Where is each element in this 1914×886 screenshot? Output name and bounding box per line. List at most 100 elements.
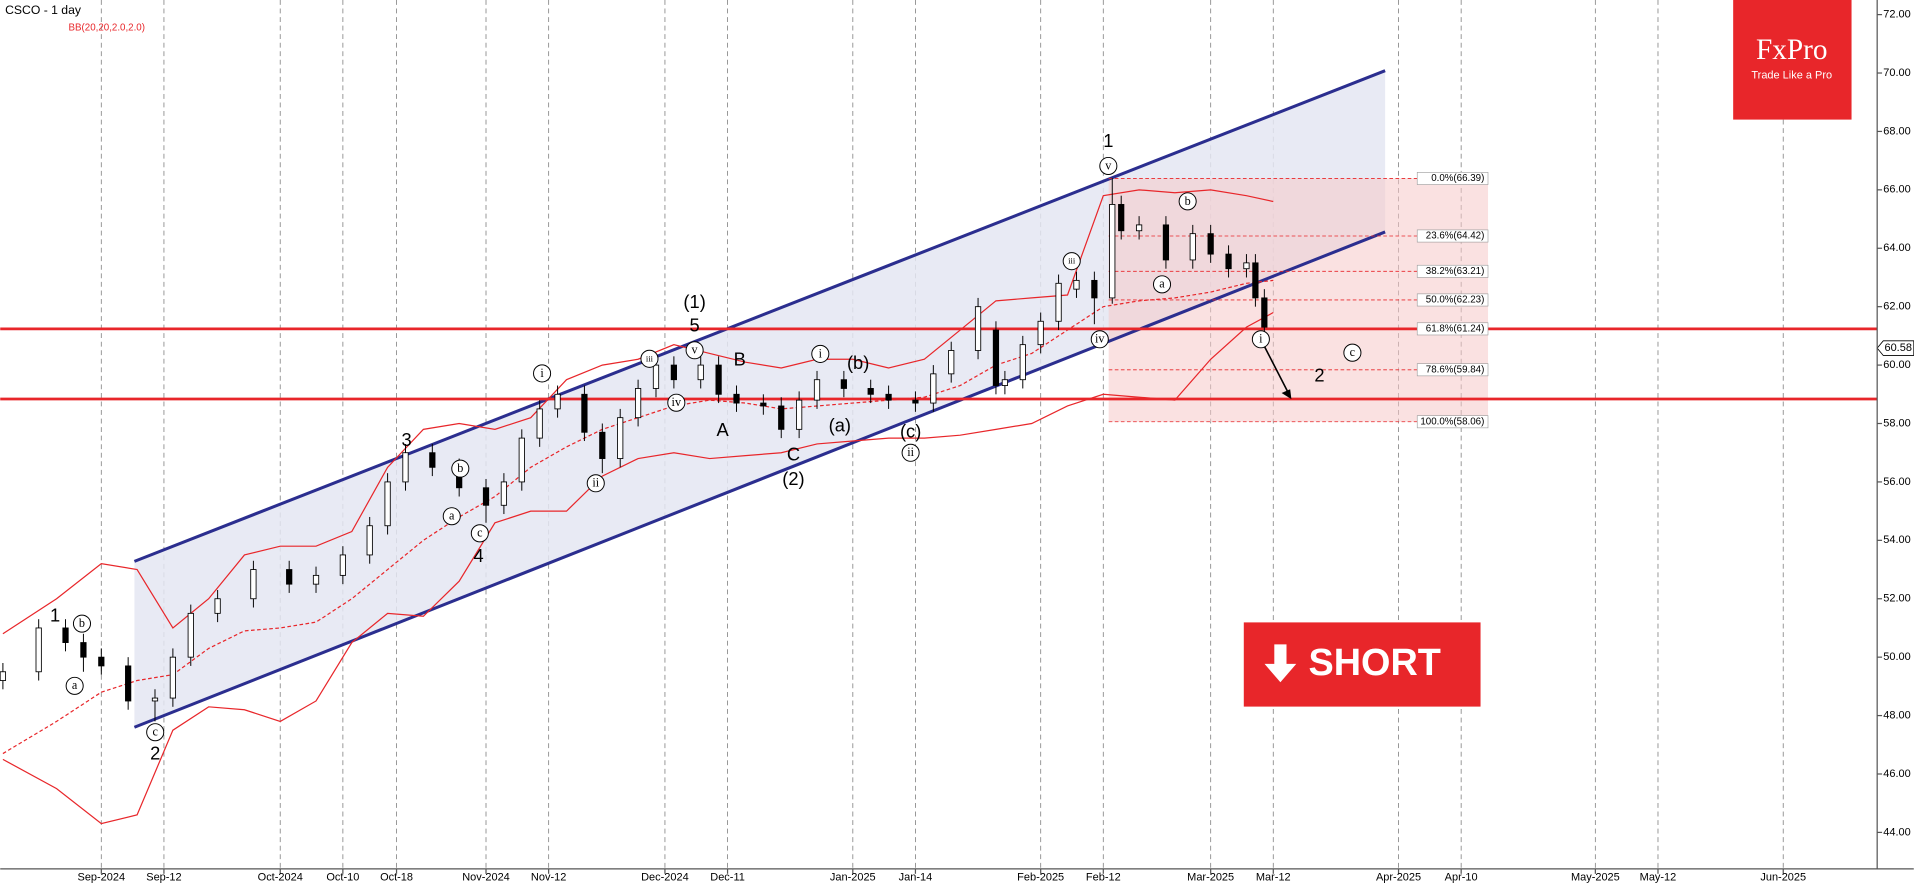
badge-arrow bbox=[1264, 644, 1297, 683]
projection-arrow bbox=[1263, 346, 1292, 400]
y-tick-label: 50.00 bbox=[1883, 651, 1910, 663]
wave-label: ii bbox=[907, 445, 914, 459]
wave-label: (b) bbox=[847, 352, 869, 373]
y-tick-label: 54.00 bbox=[1883, 534, 1910, 546]
candle-body bbox=[760, 402, 767, 407]
chart-title: CSCO - 1 day bbox=[5, 3, 82, 17]
x-tick-label: Oct-2024 bbox=[258, 871, 303, 883]
wave-label-circle bbox=[442, 507, 461, 526]
x-tick-label: Feb-12 bbox=[1086, 871, 1121, 883]
y-tick-label: 60.00 bbox=[1883, 359, 1910, 371]
x-tick-label: Oct-18 bbox=[380, 871, 413, 883]
x-tick-label: Jan-2025 bbox=[830, 871, 876, 883]
y-tick-label: 62.00 bbox=[1883, 301, 1910, 313]
wave-label: c bbox=[477, 526, 483, 540]
fib-label-box bbox=[1416, 322, 1489, 336]
y-tick-label: 52.00 bbox=[1883, 593, 1910, 605]
wave-label: 4 bbox=[474, 545, 484, 566]
wave-label-circle bbox=[685, 341, 704, 360]
candle-body bbox=[1019, 344, 1026, 381]
wave-label-circle bbox=[1099, 156, 1118, 176]
candle-body bbox=[0, 671, 7, 681]
logo-box bbox=[1733, 0, 1852, 120]
fib-label-box bbox=[1416, 363, 1489, 377]
x-tick-label: Nov-12 bbox=[531, 871, 566, 883]
candle-body bbox=[1225, 253, 1232, 270]
wave-label: ii bbox=[592, 476, 599, 490]
candle-body bbox=[1162, 224, 1170, 261]
candle-body bbox=[62, 627, 69, 643]
wave-label-circle bbox=[1178, 192, 1197, 211]
logo-name: FxPro bbox=[1756, 34, 1828, 66]
wave-label: i bbox=[819, 346, 823, 360]
bollinger-upper bbox=[2, 189, 1274, 635]
candle-body bbox=[35, 627, 42, 673]
candle-body bbox=[384, 481, 391, 527]
candle-body bbox=[867, 388, 874, 395]
wave-label: i bbox=[540, 366, 544, 380]
wave-label: (2) bbox=[782, 468, 804, 489]
fib-label: 61.8%(61.24) bbox=[1426, 323, 1485, 334]
x-tick-label: Feb-2025 bbox=[1017, 871, 1064, 883]
logo-tagline: Trade Like a Pro bbox=[1751, 70, 1832, 82]
candle-body bbox=[992, 329, 1000, 386]
wave-label-circle bbox=[65, 676, 84, 695]
candle-body bbox=[733, 393, 740, 404]
candle-body bbox=[1073, 279, 1080, 290]
candle-body bbox=[670, 364, 677, 381]
y-tick-label: 64.00 bbox=[1883, 242, 1910, 254]
x-tick-label: Dec-2024 bbox=[641, 871, 689, 883]
arrow-head bbox=[1281, 389, 1292, 400]
wave-label: i bbox=[1259, 332, 1263, 346]
wave-label: (a) bbox=[829, 414, 851, 435]
wave-label: iii bbox=[1068, 256, 1076, 266]
candle-body bbox=[98, 656, 105, 667]
fib-label: 50.0%(62.23) bbox=[1426, 295, 1485, 306]
candle-body bbox=[1118, 204, 1125, 232]
x-tick-label: May-2025 bbox=[1571, 871, 1620, 883]
y-tick-label: 44.00 bbox=[1883, 826, 1910, 838]
candle-body bbox=[1055, 282, 1062, 322]
candle-body bbox=[482, 487, 490, 506]
candle-body bbox=[429, 452, 436, 468]
candle-body bbox=[885, 393, 892, 401]
y-tick-label: 46.00 bbox=[1883, 768, 1910, 780]
x-tick-label: Apr-2025 bbox=[1376, 871, 1421, 883]
arrow-shaft bbox=[1263, 346, 1289, 393]
y-tick-label: 66.00 bbox=[1883, 184, 1910, 196]
wave-label-circle bbox=[1343, 343, 1362, 362]
wave-label: B bbox=[734, 348, 746, 369]
y-tick-label: 58.00 bbox=[1883, 417, 1910, 429]
x-tick-label: May-12 bbox=[1640, 871, 1677, 883]
candle-body bbox=[250, 569, 257, 600]
candle-body bbox=[125, 665, 132, 702]
wave-label: c bbox=[1350, 345, 1356, 359]
x-tick-label: Jan-14 bbox=[899, 871, 933, 883]
logo: FxPro Trade Like a Pro bbox=[1733, 0, 1852, 120]
fib-label: 100.0%(58.06) bbox=[1420, 416, 1484, 427]
wave-label-circle bbox=[640, 349, 659, 368]
x-tick-label: Nov-2024 bbox=[462, 871, 510, 883]
x-tick-label: Sep-12 bbox=[146, 871, 181, 883]
channel-line bbox=[133, 69, 1386, 563]
x-tick-label: Jun-2025 bbox=[1760, 871, 1806, 883]
candle-body bbox=[581, 393, 588, 433]
wave-label: 2 bbox=[150, 743, 160, 764]
candle-body bbox=[634, 388, 642, 419]
bollinger-middle bbox=[2, 279, 1274, 755]
candle-body bbox=[214, 598, 221, 614]
candle-body bbox=[652, 364, 660, 389]
candle-body bbox=[1091, 279, 1098, 299]
wave-label-circle bbox=[901, 443, 920, 462]
fib-label-box bbox=[1416, 293, 1489, 307]
wave-label: iv bbox=[1095, 332, 1105, 346]
candle-body bbox=[402, 452, 409, 483]
wave-label-circle bbox=[586, 474, 605, 493]
candle-body bbox=[339, 554, 346, 576]
candle-body bbox=[813, 379, 821, 401]
y-tick-label: 72.00 bbox=[1883, 9, 1910, 21]
indicator-label: BB(20,20,2.0,2.0) bbox=[69, 23, 145, 34]
candle-body bbox=[1109, 204, 1116, 299]
